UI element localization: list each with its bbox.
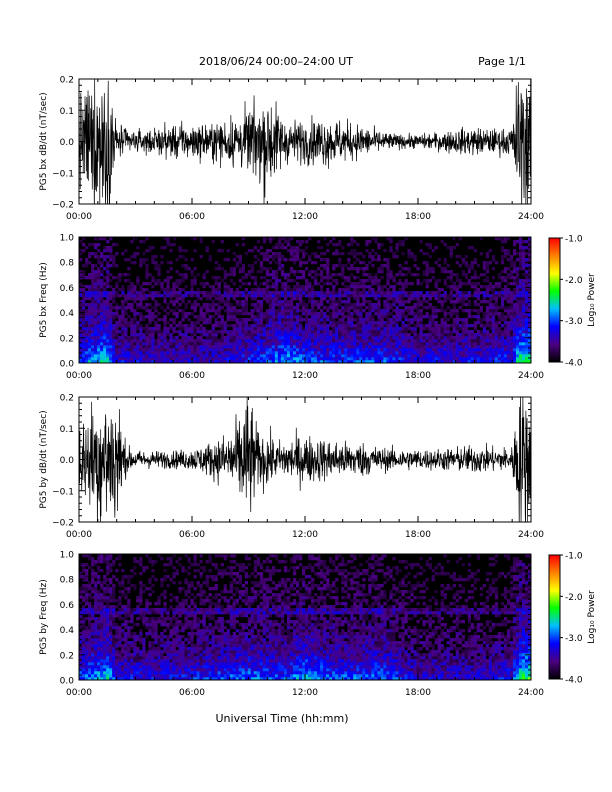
x-tick-label: 24:00 (518, 371, 544, 381)
y-tick-label: 0.1 (60, 425, 74, 435)
waveform-trace (79, 397, 531, 522)
y-tick-label: 0.0 (60, 138, 75, 148)
x-tick-label: 18:00 (405, 212, 431, 222)
plot-area (79, 554, 531, 680)
colorbar-tick-label: -2.0 (565, 276, 583, 286)
y-tick-label: 0.4 (60, 309, 75, 319)
y-tick-label: 0.0 (60, 677, 75, 687)
y-tick-label: 0.2 (60, 334, 74, 344)
y-tick-label: 0.2 (60, 651, 74, 661)
x-tick-label: 00:00 (66, 688, 92, 698)
x-tick-label: 18:00 (405, 688, 431, 698)
y-axis-label: PG5 by dB/dt (nT/sec) (39, 410, 49, 508)
figure-title: 2018/06/24 00:00–24:00 UT (199, 55, 353, 68)
x-tick-label: 18:00 (405, 371, 431, 381)
x-tick-label: 06:00 (179, 371, 205, 381)
colorbar-tick-label: -4.0 (565, 359, 583, 369)
colorbar-tick-label: -3.0 (565, 317, 583, 327)
x-tick-label: 24:00 (518, 530, 544, 540)
y-tick-label: 0.2 (60, 76, 74, 86)
colorbar: -1.0 -2.0 -3.0 -4.0 Log₁₀ Power (548, 552, 597, 686)
y-axis-label: PG5 bx Freq (Hz) (39, 262, 49, 338)
y-tick-label: −0.2 (52, 201, 74, 211)
page-indicator: Page 1/1 (478, 55, 526, 68)
x-tick-label: 18:00 (405, 530, 431, 540)
panel-1: 0.2 0.1 0.0 −0.1 −0.200:00 06:00 12:00 18:00 24:… (39, 76, 544, 223)
x-tick-label: 12:00 (292, 530, 318, 540)
y-tick-label: 0.6 (60, 284, 75, 294)
colorbar-tick-label: -2.0 (565, 593, 583, 603)
y-tick-label: −0.1 (52, 487, 74, 497)
x-tick-label: 00:00 (66, 371, 92, 381)
plot-area (79, 237, 531, 363)
colorbar-tick-label: -1.0 (565, 235, 583, 245)
x-tick-label: 00:00 (66, 212, 92, 222)
y-tick-label: 0.0 (60, 456, 75, 466)
panel-3: 0.2 0.1 0.0 −0.1 −0.200:00 06:00 12:00 18:00 24:… (39, 394, 544, 541)
y-axis-label: PG5 bx dB/dt (nT/sec) (39, 92, 49, 190)
x-tick-label: 12:00 (292, 371, 318, 381)
y-tick-label: −0.2 (52, 519, 74, 529)
y-tick-label: 1.0 (60, 551, 75, 561)
y-tick-label: −0.1 (52, 169, 74, 179)
plot-area (79, 79, 531, 204)
y-tick-label: 1.0 (60, 234, 75, 244)
x-tick-label: 06:00 (179, 212, 205, 222)
x-axis-title: Universal Time (hh:mm) (216, 712, 349, 725)
x-tick-label: 00:00 (66, 530, 92, 540)
plot-area (79, 397, 531, 522)
y-tick-label: 0.0 (60, 360, 75, 370)
y-tick-label: 0.8 (60, 259, 75, 269)
y-tick-label: 0.6 (60, 601, 75, 611)
y-tick-label: 0.2 (60, 394, 74, 404)
x-tick-label: 12:00 (292, 212, 318, 222)
waveform-trace (79, 79, 531, 204)
colorbar-label: Log₁₀ Power (587, 273, 597, 327)
colorbar-tick-label: -1.0 (565, 552, 583, 562)
x-tick-label: 06:00 (179, 530, 205, 540)
x-tick-label: 24:00 (518, 688, 544, 698)
x-tick-label: 12:00 (292, 688, 318, 698)
x-tick-label: 24:00 (518, 212, 544, 222)
y-tick-label: 0.4 (60, 626, 75, 636)
colorbar-tick-label: -4.0 (565, 676, 583, 686)
panel-4: 1.0 0.8 0.6 0.4 0.2 0.000:00 06:00 12:00 18:00 24… (39, 551, 597, 699)
y-tick-label: 0.1 (60, 107, 74, 117)
colorbar: -1.0 -2.0 -3.0 -4.0 Log₁₀ Power (548, 235, 597, 369)
y-axis-label: PG5 by Freq (Hz) (39, 579, 49, 655)
colorbar-label: Log₁₀ Power (587, 590, 597, 644)
panel-2: 1.0 0.8 0.6 0.4 0.2 0.000:00 06:00 12:00 18:00 24… (39, 234, 597, 382)
panel-group: 0.20.10.0−0.1−0.200:00 06:00 12:00 18:00 24:… (39, 76, 597, 699)
colorbar-tick-label: -3.0 (565, 634, 583, 644)
x-tick-label: 06:00 (179, 688, 205, 698)
y-tick-label: 0.8 (60, 576, 75, 586)
